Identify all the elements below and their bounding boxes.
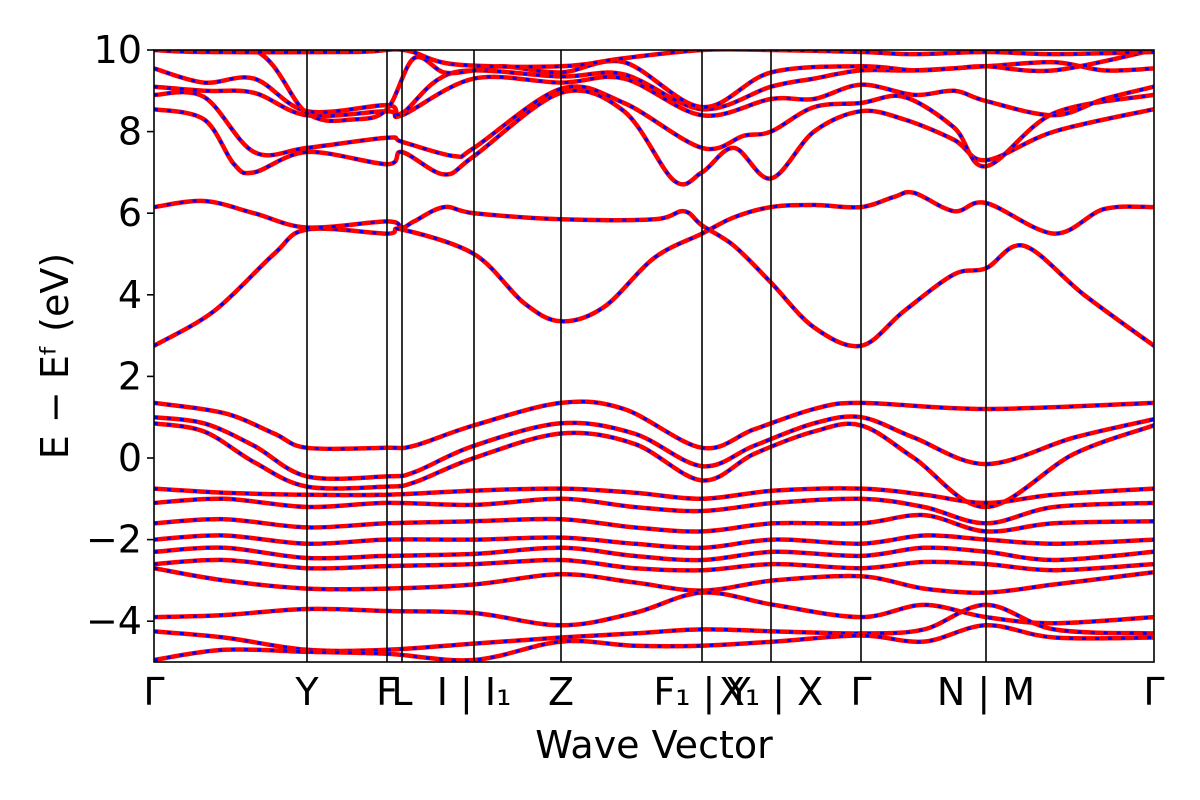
plot-frame <box>153 49 1155 663</box>
band-1-red <box>154 198 1154 349</box>
band-5-red <box>154 486 1154 506</box>
band-15-blue-dashed <box>154 88 1154 186</box>
x-tick-label-1: Y <box>294 670 319 714</box>
band-4-blue-dashed <box>154 421 1154 509</box>
x-tick-label-6: F₁ | Y <box>653 670 751 715</box>
x-tick-label-3: L <box>391 670 412 714</box>
band-lines <box>154 50 1154 662</box>
x-tick-label-5: Z <box>548 670 574 714</box>
y-tick-label-6: 8 <box>118 110 142 154</box>
y-tick-label-2: 0 <box>118 436 142 480</box>
y-axis-label: E − Eᶠ (eV) <box>33 253 77 459</box>
x-tick-label-4: I | I₁ <box>437 670 512 715</box>
band-7-red <box>154 512 1154 534</box>
y-axis: −4 −2 0 2 4 6 8 10 <box>86 28 154 643</box>
band-0-blue-dashed <box>154 190 1154 348</box>
x-tick-label-2: F <box>376 670 398 714</box>
x-tick-label-0: Γ <box>143 670 164 714</box>
band-2-blue-dashed <box>154 400 1154 451</box>
band-16-blue-dashed <box>154 84 1154 168</box>
x-tick-label-8: Γ <box>850 670 871 714</box>
x-tick-label-9: N | M <box>937 670 1035 715</box>
band-6-blue-dashed <box>154 497 1154 525</box>
band-3-red <box>154 414 1154 482</box>
x-tick-label-10: Γ <box>1143 670 1164 714</box>
y-tick-label-1: −2 <box>86 518 142 562</box>
band-1-blue-dashed <box>154 199 1154 348</box>
band-10-red <box>154 557 1154 573</box>
y-tick-label-3: 2 <box>118 354 142 398</box>
band-0-red <box>154 189 1154 349</box>
band-9-red <box>154 545 1154 563</box>
band-8-red <box>154 533 1154 551</box>
x-axis-label: Wave Vector <box>535 723 773 767</box>
x-axis: Γ Y FL I | I₁ Z F₁ | YX₁ | X Γ N | M Γ <box>143 670 1164 715</box>
band-19-blue-dashed <box>154 50 1154 123</box>
high-symmetry-lines <box>306 50 987 662</box>
band-11-red <box>154 565 1154 595</box>
y-tick-label-7: 10 <box>94 28 142 72</box>
y-tick-label-4: 4 <box>118 273 142 317</box>
y-tick-label-0: −4 <box>86 599 142 643</box>
y-tick-label-5: 6 <box>118 191 142 235</box>
band-17-blue-dashed <box>154 75 1154 119</box>
x-tick-label-7: X₁ | X <box>719 670 823 715</box>
